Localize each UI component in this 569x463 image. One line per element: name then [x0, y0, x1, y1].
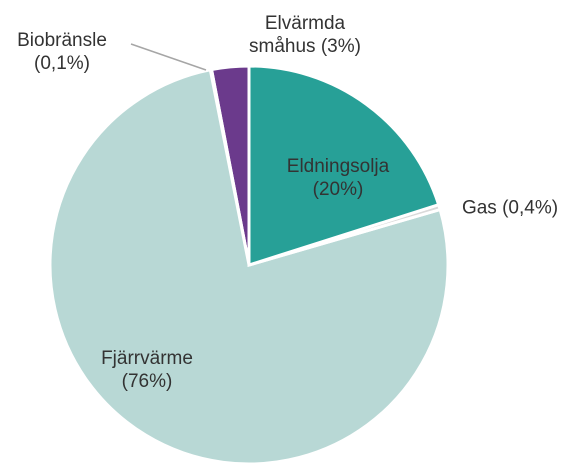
- value-label: (0,4%): [502, 197, 559, 219]
- value-label: (76%): [121, 371, 173, 392]
- category-label: Fjärrvärme: [101, 348, 193, 369]
- leader-line: [130, 43, 207, 71]
- slice-label: Eldningsolja (20%): [258, 155, 418, 201]
- slice-label: Elvärmda småhus (3%): [243, 12, 368, 58]
- category-label: Elvärmda småhus: [249, 13, 346, 57]
- category-label: Biobränsle: [17, 30, 107, 51]
- slice-label: Biobränsle (0,1%): [0, 29, 127, 75]
- value-label: (20%): [312, 179, 364, 200]
- pie-slice: [247, 64, 441, 268]
- category-label: Gas: [461, 197, 497, 219]
- slice-label: Fjärrvärme (76%): [77, 347, 217, 393]
- slice-label: Gas (0,4%): [440, 197, 569, 220]
- value-label: (0,1%): [34, 53, 90, 74]
- category-label: Eldningsolja: [286, 156, 390, 177]
- value-label: (3%): [320, 36, 361, 57]
